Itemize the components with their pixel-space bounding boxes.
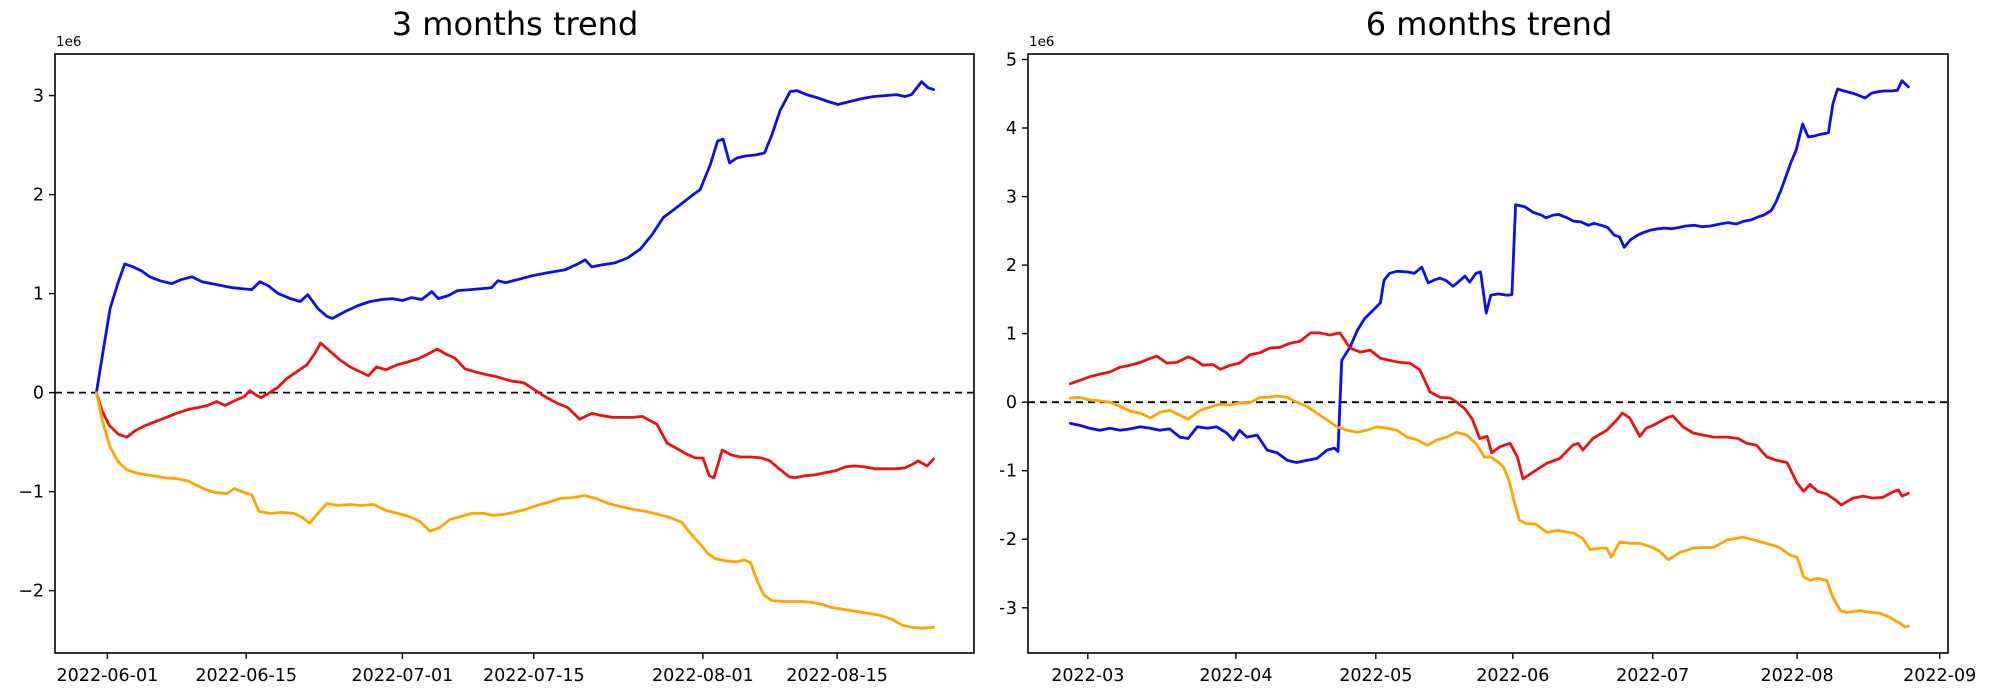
y-tick-label: 1 [1006, 325, 1017, 345]
x-tick-label: 2022-07 [1616, 666, 1689, 686]
x-tick-label: 2022-05 [1339, 666, 1412, 686]
axis-offset-label: 1e6 [1029, 34, 1054, 50]
y-tick-label: −2 [18, 582, 44, 602]
y-tick-label: 0 [1006, 393, 1017, 413]
x-tick-label: 2022-06 [1476, 666, 1549, 686]
x-tick-label: 2022-09 [1903, 666, 1976, 686]
y-tick-label: −1 [1000, 462, 1017, 482]
y-tick-label: −1 [18, 483, 44, 503]
plot-area-svg: 2022-06-01 2022-06-15 2022-07-01 2022-07-15… [18, 34, 975, 686]
plot-background [55, 54, 974, 653]
series-orange-line [1068, 394, 1910, 629]
axes-spines [1027, 53, 1949, 654]
y-tick-label: 3 [33, 87, 44, 107]
x-tick-label: 2022-08-15 [786, 666, 888, 686]
y-tick-label: 3 [1006, 188, 1017, 208]
x-tick-label: 2022-06-15 [195, 666, 297, 686]
x-tick-label: 2022-06-01 [57, 666, 159, 686]
chart-title: 3 months trend [391, 5, 639, 43]
y-tick-label: −3 [1000, 599, 1017, 619]
y-tick-label: 0 [33, 384, 44, 404]
x-tick-label: 2022-04 [1199, 666, 1272, 686]
chart-3-months-trend: 3 months trend 2022-06-01 2022-06-15 2022-… [18, 5, 975, 686]
y-tick-label: 2 [33, 186, 44, 206]
y-tick-label: 5 [1006, 51, 1017, 71]
x-tick-label: 2022-07-01 [352, 666, 454, 686]
series-red-line [95, 341, 935, 480]
chart-title: 6 months trend [1365, 5, 1613, 43]
plot-area-svg: 2022-03 2022-04 2022-05 2022-06 2022-07 2022-… [1000, 34, 1976, 686]
series-orange-line [95, 391, 935, 630]
plot-background [1028, 54, 1948, 653]
axes-spines [54, 53, 975, 654]
x-tick-label: 2022-08 [1761, 666, 1834, 686]
y-tick-label: 1 [33, 285, 44, 305]
x-tick-label: 2022-08-01 [652, 666, 754, 686]
x-tick-label: 2022-03 [1051, 666, 1124, 686]
y-tick-label: 4 [1006, 119, 1017, 139]
y-tick-label: −2 [1000, 530, 1017, 550]
series-blue-line [1068, 79, 1910, 464]
y-tick-label: 2 [1006, 256, 1017, 276]
series-blue-line [95, 80, 935, 394]
x-tick-label: 2022-07-15 [483, 666, 585, 686]
series-red-line [1068, 331, 1910, 507]
axis-offset-label: 1e6 [56, 34, 81, 50]
chart-6-months-trend: 6 months trend 2022-03 2022-04 2022-05 2022… [1000, 0, 2000, 700]
